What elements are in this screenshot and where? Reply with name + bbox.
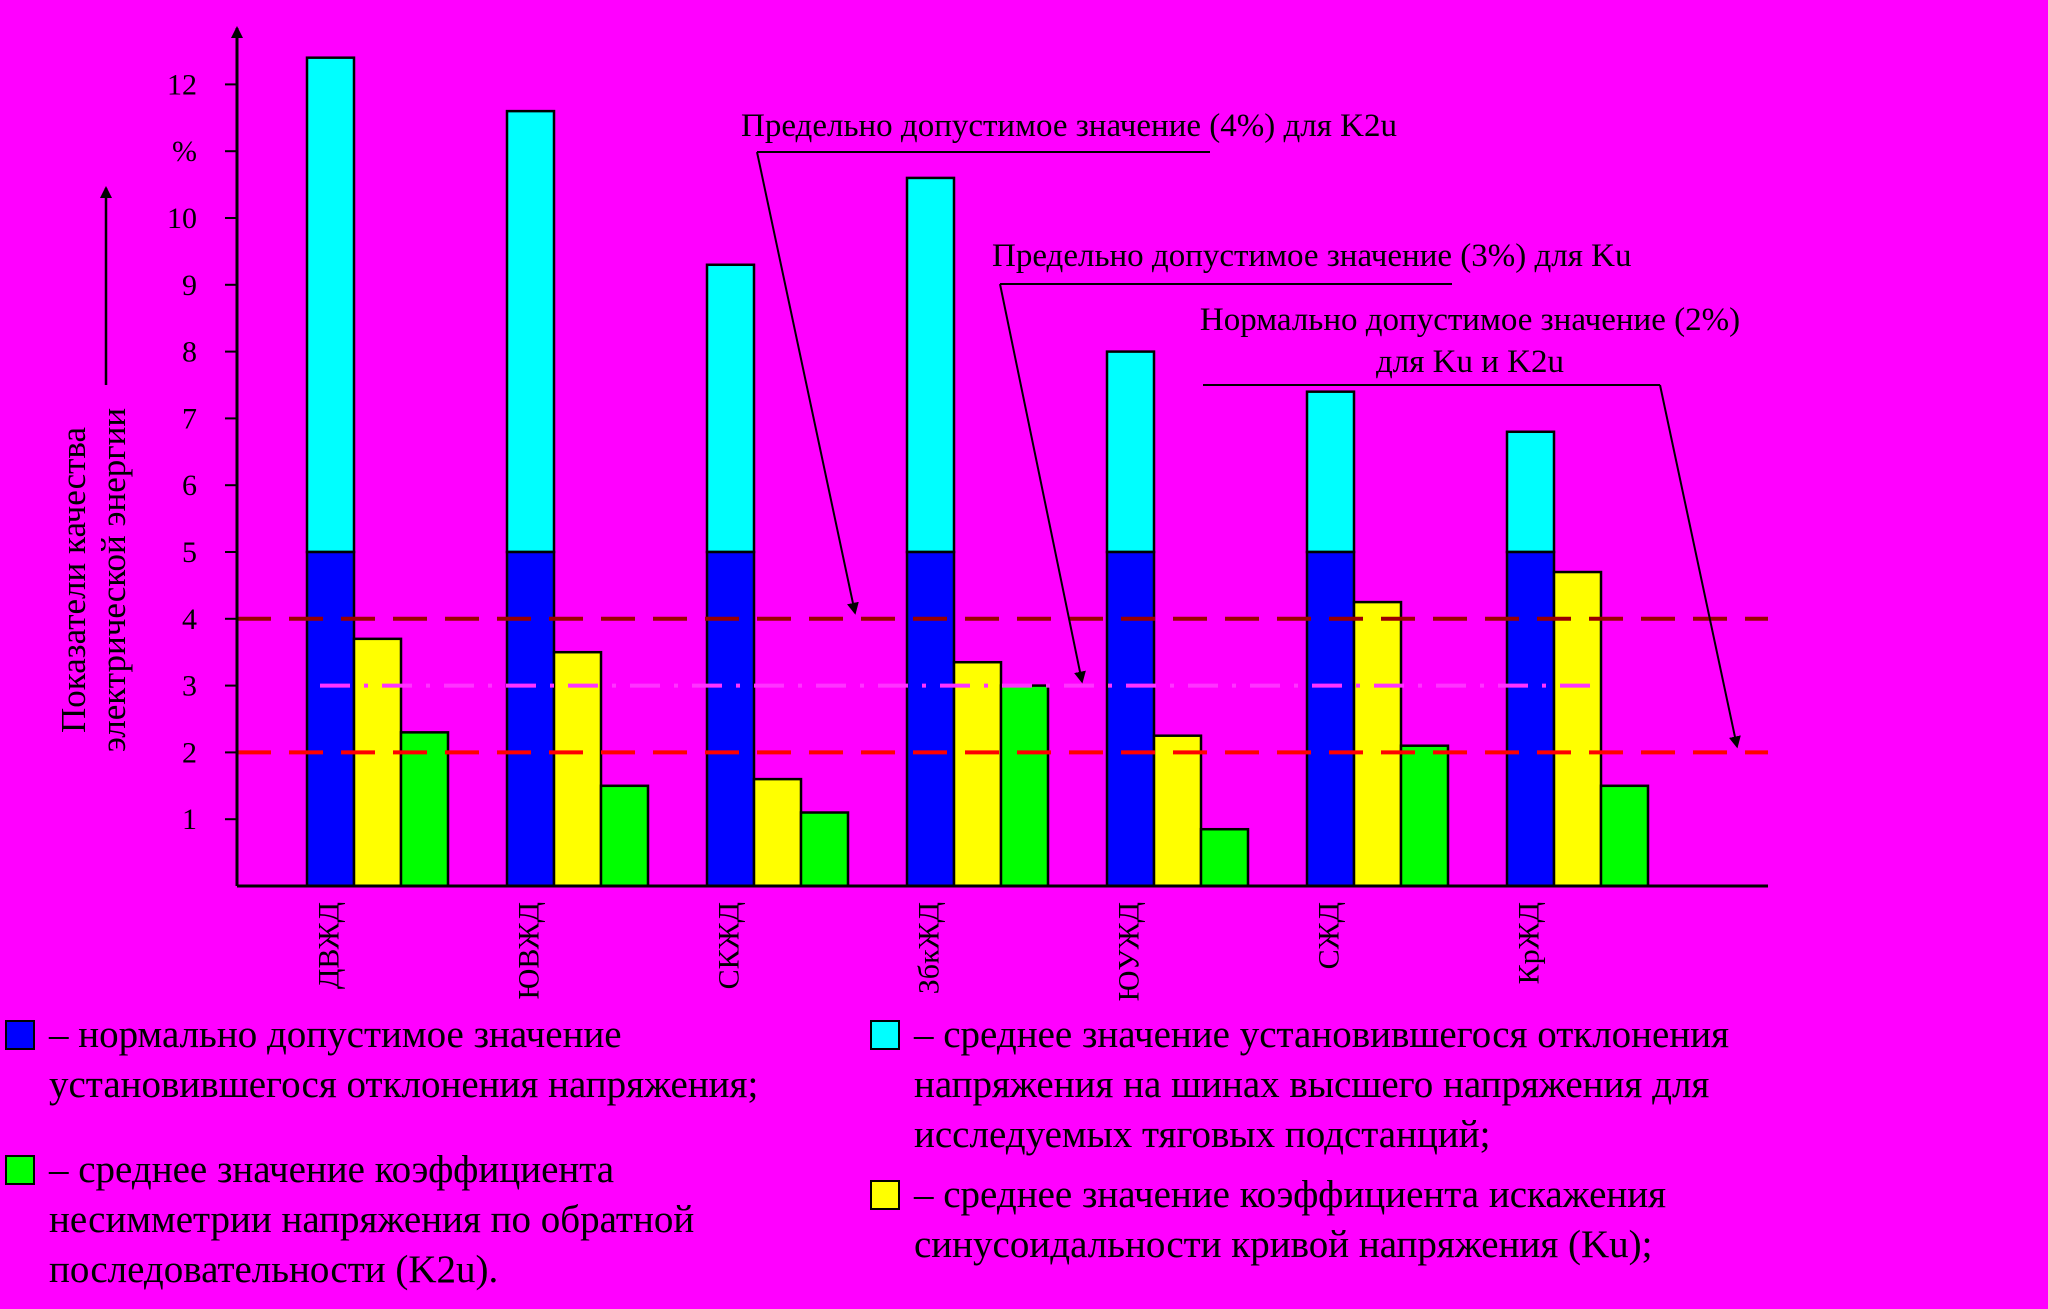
legend-item-normal-deviation: – нормально допустимое значение установи…	[5, 1010, 758, 1110]
y-tick-label: 12	[167, 68, 197, 101]
annotation-text: Предельно допустимое значение (3%) для K…	[992, 238, 1632, 274]
y-tick-label: 3	[182, 670, 197, 703]
y-tick-label: 5	[182, 536, 197, 569]
bar-avg-k2u	[1199, 827, 1250, 888]
legend-swatch	[5, 1020, 35, 1050]
bar-avg-deviation	[1505, 430, 1556, 554]
x-tick-label: ДВЖД	[313, 902, 346, 989]
annotation-arrow	[1659, 384, 1741, 749]
bar-avg-deviation	[1105, 350, 1156, 554]
x-tick-label: ЗбкЖД	[913, 902, 946, 994]
y-unit-label: %	[172, 135, 197, 168]
bar-avg-ku	[952, 660, 1003, 888]
y-tick-label: 2	[182, 736, 197, 769]
bar-normal-deviation	[1305, 550, 1356, 888]
bar-avg-k2u	[1599, 784, 1650, 888]
bar-normal-deviation	[905, 550, 956, 888]
y-tick-label: 10	[167, 202, 197, 235]
bar-avg-k2u	[999, 684, 1050, 888]
bar-avg-ku	[1152, 734, 1203, 888]
x-tick-label: ЮУЖД	[1113, 902, 1146, 1001]
bar-avg-deviation	[905, 176, 956, 554]
bar-avg-k2u	[1399, 744, 1450, 888]
legend-text: – среднее значение установившегося откло…	[914, 1013, 1730, 1156]
legend-swatch	[870, 1020, 900, 1050]
bar-avg-k2u	[799, 811, 850, 888]
bar-avg-ku	[752, 777, 803, 888]
bar-avg-deviation	[705, 263, 756, 554]
bar-avg-deviation	[505, 109, 556, 554]
y-axis-title: Показатели качестваэлектрической энергии	[54, 408, 133, 752]
y-tick-label: 1	[182, 803, 197, 836]
bar-avg-k2u	[399, 731, 450, 888]
annotation-text: Предельно допустимое значение (4%) для K…	[741, 108, 1397, 144]
bar-avg-deviation	[1305, 390, 1356, 554]
bar-avg-k2u	[599, 784, 650, 888]
annotation-arrow	[999, 283, 1086, 684]
legend-item-avg-k2u: – среднее значение коэффициента несиммет…	[5, 1145, 694, 1295]
bar-avg-ku	[352, 637, 403, 888]
legend-item-avg-ku: – среднее значение коэффициента искажени…	[870, 1170, 1666, 1270]
legend-item-avg-deviation: – среднее значение установившегося откло…	[870, 1010, 1729, 1160]
bar-normal-deviation	[1505, 550, 1556, 888]
x-tick-label: СКЖД	[713, 902, 746, 989]
legend-text: – среднее значение коэффициента несиммет…	[49, 1148, 695, 1291]
bar-avg-deviation	[305, 56, 356, 554]
annotation-text: Нормально допустимое значение (2%) для Ku…	[1200, 302, 1740, 380]
y-tick-label: 8	[182, 336, 197, 369]
bar-normal-deviation	[1105, 550, 1156, 888]
x-tick-label: ЮВЖД	[513, 902, 546, 999]
y-tick-label: 4	[182, 603, 197, 636]
bar-avg-ku	[1552, 570, 1603, 888]
x-tick-label: КрЖД	[1513, 902, 1546, 984]
bar-normal-deviation	[705, 550, 756, 888]
y-tick-label: 9	[182, 269, 197, 302]
x-tick-label: СЖД	[1313, 902, 1346, 969]
legend-text: – нормально допустимое значение установи…	[49, 1013, 759, 1106]
legend-swatch	[5, 1155, 35, 1185]
legend-text: – среднее значение коэффициента искажени…	[914, 1173, 1667, 1266]
y-tick-label: 6	[182, 469, 197, 502]
annotation-arrow	[756, 151, 859, 615]
bar-normal-deviation	[505, 550, 556, 888]
bar-avg-ku	[1352, 600, 1403, 888]
y-tick-label: 7	[182, 402, 197, 435]
legend-swatch	[870, 1180, 900, 1210]
bar-normal-deviation	[305, 550, 356, 888]
